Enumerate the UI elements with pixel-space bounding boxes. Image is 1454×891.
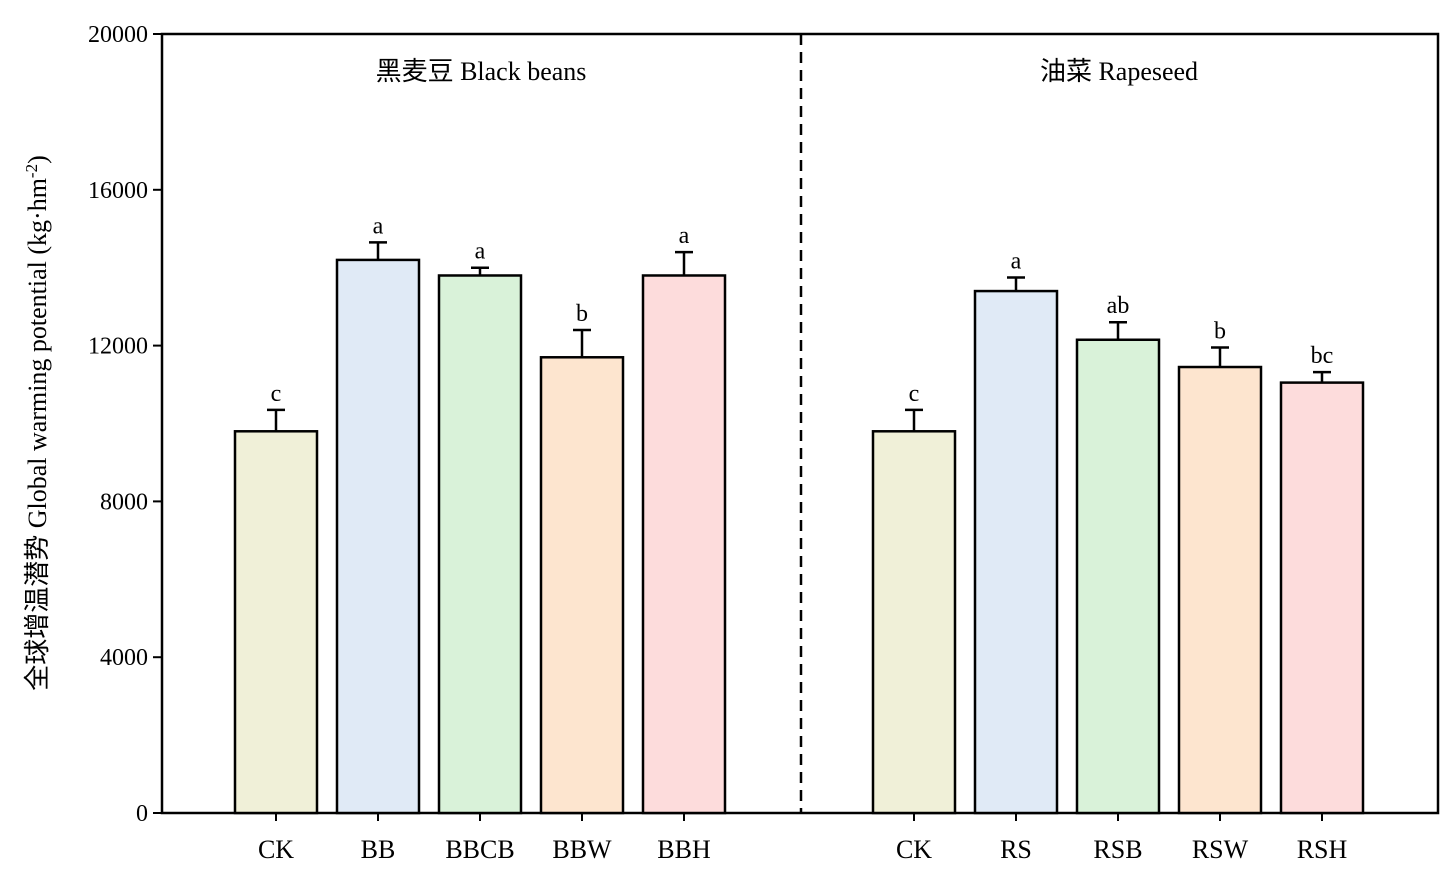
significance-label: a bbox=[1011, 248, 1022, 274]
x-tick-label: BBW bbox=[552, 835, 612, 864]
panel-labels: 黑麦豆 Black beans 油菜 Rapeseed bbox=[376, 57, 1198, 86]
y-tick-label: 8000 bbox=[100, 489, 148, 515]
x-tick-label: RSB bbox=[1093, 835, 1142, 864]
bar-rsh bbox=[1279, 381, 1365, 815]
group-label-1: 黑麦豆 Black beans bbox=[376, 57, 587, 86]
plot-frame bbox=[160, 32, 1440, 815]
significance-label: a bbox=[475, 239, 486, 265]
bar-bb bbox=[335, 258, 421, 815]
x-tick-label: RSW bbox=[1192, 835, 1249, 864]
x-axis: CK BB BBCB BBW BBH CK RS RSB RSW RSH bbox=[258, 813, 1348, 864]
x-tick-label: BBH bbox=[657, 835, 711, 864]
y-axis-title-superscript: -2 bbox=[22, 164, 41, 178]
bar-ck bbox=[871, 430, 957, 815]
bar-rsw bbox=[1177, 365, 1263, 815]
y-tick-label: 0 bbox=[136, 801, 148, 827]
y-tick-label: 4000 bbox=[100, 645, 148, 671]
bar-rs bbox=[973, 289, 1059, 815]
y-tick-label: 16000 bbox=[88, 178, 148, 204]
significance-label: bc bbox=[1311, 343, 1334, 369]
significance-label: ab bbox=[1107, 293, 1130, 319]
x-tick-label: BBCB bbox=[445, 835, 514, 864]
y-axis-title-main: 全球增温潜势 Global warming potential (kg·hm bbox=[23, 178, 52, 691]
bar-bbcb bbox=[437, 274, 523, 815]
group-label-2: 油菜 Rapeseed bbox=[1040, 57, 1198, 86]
bar-bbw bbox=[539, 356, 625, 815]
x-tick-label: CK bbox=[896, 835, 932, 864]
y-axis-title-end: ) bbox=[23, 155, 52, 164]
x-tick-label: RS bbox=[1000, 835, 1032, 864]
x-tick-label: RSH bbox=[1297, 835, 1348, 864]
y-axis: 0 4000 8000 12000 16000 20000 bbox=[88, 22, 162, 827]
bar-ck bbox=[233, 430, 319, 815]
y-tick-label: 20000 bbox=[88, 22, 148, 48]
significance-label: b bbox=[1214, 319, 1226, 345]
x-tick-label: CK bbox=[258, 835, 294, 864]
y-tick-label: 12000 bbox=[88, 334, 148, 360]
y-axis-title: 全球增温潜势 Global warming potential (kg·hm-2… bbox=[22, 155, 53, 691]
significance-label: a bbox=[679, 223, 690, 249]
significance-label: c bbox=[271, 381, 282, 407]
bar-bbh bbox=[641, 274, 727, 815]
x-tick-label: BB bbox=[361, 835, 396, 864]
significance-label: b bbox=[576, 301, 588, 327]
significance-label: c bbox=[909, 381, 920, 407]
bar-rsb bbox=[1075, 338, 1161, 815]
significance-label: a bbox=[373, 213, 384, 239]
